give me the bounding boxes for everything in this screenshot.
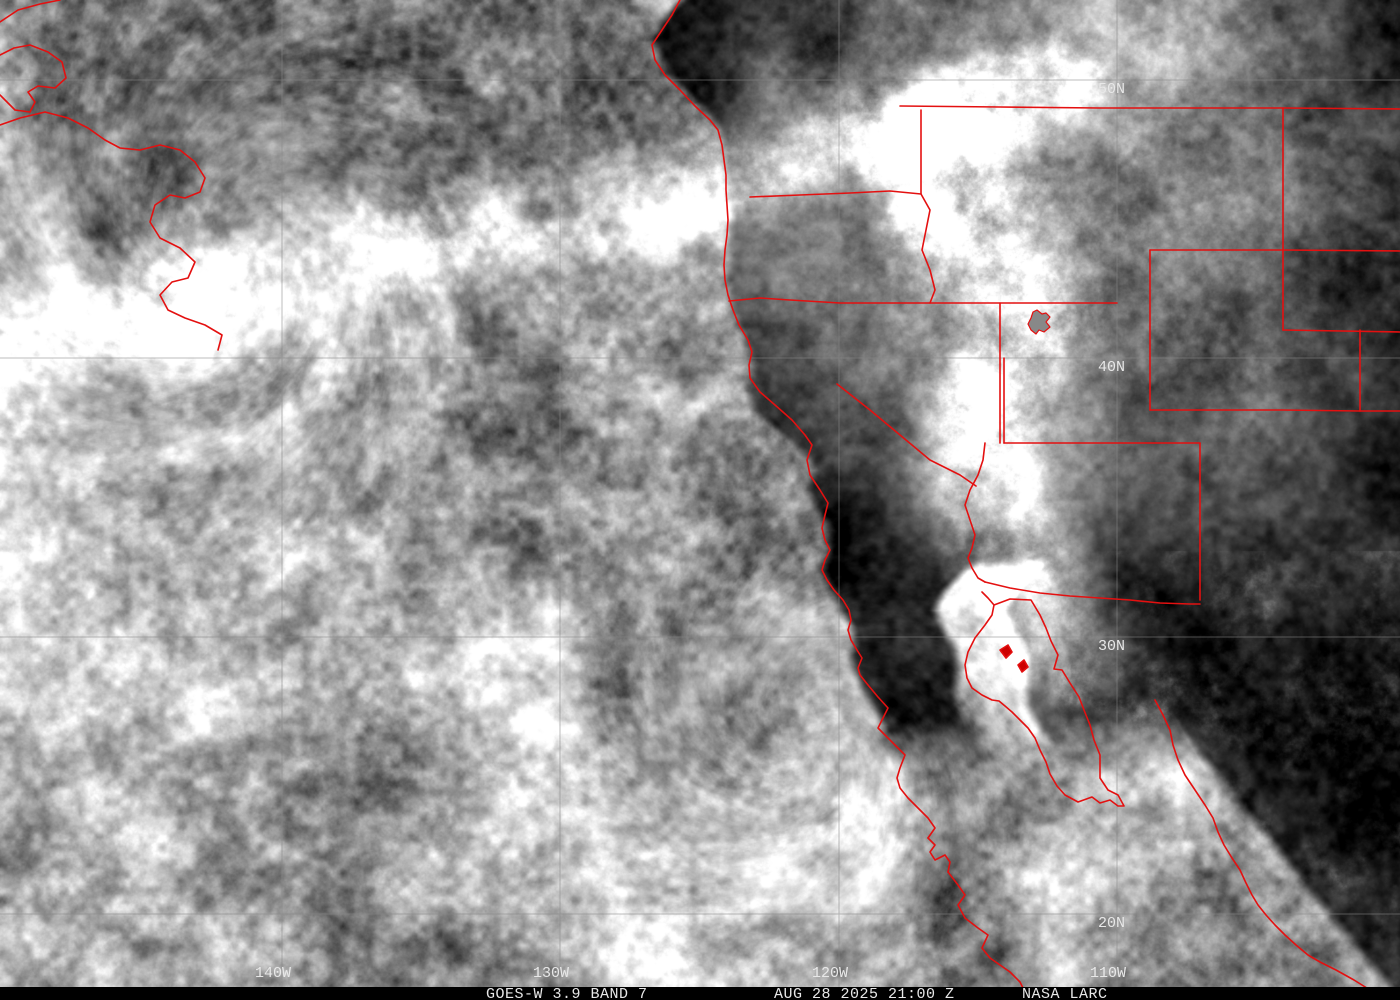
svg-text:40N: 40N (1098, 359, 1125, 376)
svg-text:50N: 50N (1098, 81, 1125, 98)
svg-text:AUG 28 2025 21:00 Z: AUG 28 2025 21:00 Z (774, 986, 955, 1000)
svg-text:110W: 110W (1090, 965, 1126, 982)
svg-text:140W: 140W (255, 965, 291, 982)
svg-text:20N: 20N (1098, 915, 1125, 932)
svg-text:30N: 30N (1098, 638, 1125, 655)
svg-text:120W: 120W (812, 965, 848, 982)
svg-text:NASA LARC: NASA LARC (1022, 986, 1108, 1000)
svg-text:130W: 130W (533, 965, 569, 982)
svg-text:GOES-W 3.9 BAND 7: GOES-W 3.9 BAND 7 (486, 986, 648, 1000)
